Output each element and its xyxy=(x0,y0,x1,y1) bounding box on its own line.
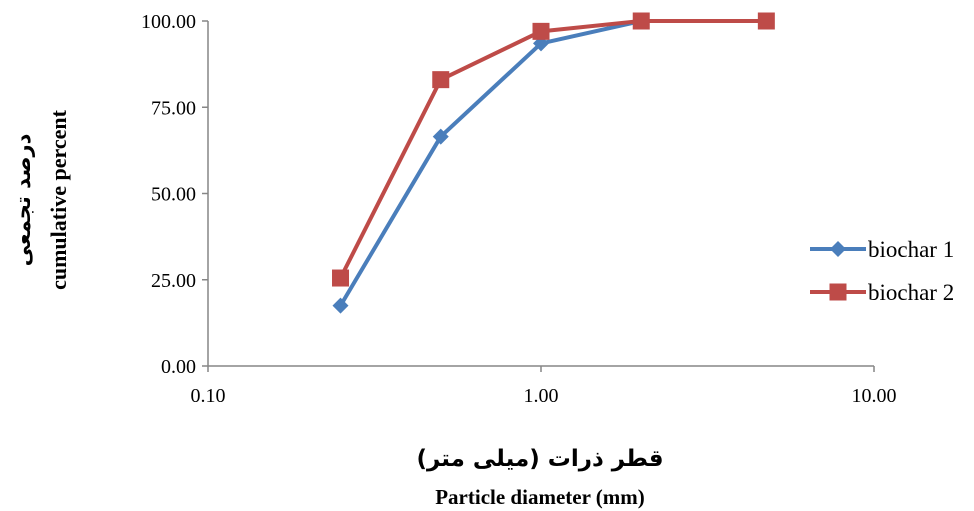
y-axis-label-english: cumulative percent xyxy=(46,109,71,290)
x-tick-label: 0.10 xyxy=(191,385,226,407)
legend-label: biochar 2 xyxy=(868,280,954,305)
data-point xyxy=(532,22,550,40)
y-ticks: 0.00 25.00 50.00 75.00 100.00 xyxy=(141,11,208,378)
x-tick-label: 10.00 xyxy=(852,385,897,407)
legend-marker xyxy=(830,241,846,257)
legend-marker xyxy=(829,283,847,301)
x-axis-label-english: Particle diameter (mm) xyxy=(435,485,645,509)
y-axis-label-persian: درصد تجمعی xyxy=(11,133,35,266)
data-point xyxy=(332,297,349,314)
data-point xyxy=(432,128,449,145)
series-biochar-2 xyxy=(332,12,775,287)
legend-item: biochar 1 xyxy=(810,237,954,262)
y-tick-label: 0.00 xyxy=(161,356,196,378)
axes xyxy=(207,21,874,367)
data-point xyxy=(332,269,350,287)
y-tick-label: 50.00 xyxy=(151,184,196,206)
x-ticks: 0.10 1.00 10.00 xyxy=(191,366,897,407)
series-line xyxy=(338,19,767,279)
y-tick-label: 100.00 xyxy=(141,11,196,33)
data-point xyxy=(432,71,450,89)
series-group xyxy=(332,12,775,314)
legend: biochar 1 biochar 2 xyxy=(810,237,954,305)
x-axis-label-persian: قطر ذرات (میلی متر) xyxy=(416,446,663,472)
y-tick-label: 25.00 xyxy=(151,270,196,292)
legend-label: biochar 1 xyxy=(868,237,954,262)
data-point xyxy=(757,12,775,30)
x-tick-label: 1.00 xyxy=(524,385,559,407)
data-point xyxy=(632,12,650,30)
y-tick-label: 75.00 xyxy=(151,97,196,119)
legend-item: biochar 2 xyxy=(810,280,954,305)
series-line xyxy=(338,19,767,307)
